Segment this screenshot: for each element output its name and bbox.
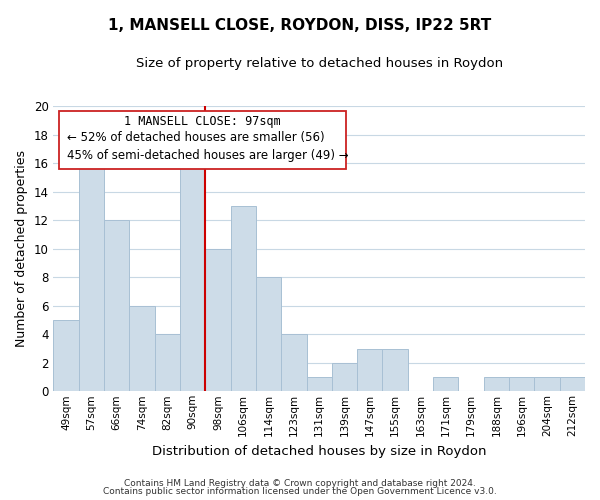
Bar <box>281 334 307 392</box>
Text: ← 52% of detached houses are smaller (56): ← 52% of detached houses are smaller (56… <box>67 130 325 143</box>
Bar <box>180 149 205 392</box>
Text: 1, MANSELL CLOSE, ROYDON, DISS, IP22 5RT: 1, MANSELL CLOSE, ROYDON, DISS, IP22 5RT <box>109 18 491 32</box>
Title: Size of property relative to detached houses in Roydon: Size of property relative to detached ho… <box>136 58 503 70</box>
Bar <box>205 249 230 392</box>
Y-axis label: Number of detached properties: Number of detached properties <box>15 150 28 348</box>
Bar <box>433 377 458 392</box>
Bar <box>484 377 509 392</box>
Bar <box>79 149 104 392</box>
Bar <box>560 377 585 392</box>
FancyBboxPatch shape <box>59 110 346 169</box>
Bar <box>307 377 332 392</box>
Bar <box>332 363 357 392</box>
Bar <box>357 348 382 392</box>
Text: Contains public sector information licensed under the Open Government Licence v3: Contains public sector information licen… <box>103 487 497 496</box>
Bar <box>256 278 281 392</box>
Bar <box>230 206 256 392</box>
Text: 45% of semi-detached houses are larger (49) →: 45% of semi-detached houses are larger (… <box>67 149 349 162</box>
Bar <box>382 348 408 392</box>
Bar <box>535 377 560 392</box>
Bar <box>130 306 155 392</box>
Text: Contains HM Land Registry data © Crown copyright and database right 2024.: Contains HM Land Registry data © Crown c… <box>124 478 476 488</box>
Bar <box>104 220 130 392</box>
Bar <box>155 334 180 392</box>
Text: 1 MANSELL CLOSE: 97sqm: 1 MANSELL CLOSE: 97sqm <box>124 115 281 128</box>
Bar <box>509 377 535 392</box>
Bar <box>53 320 79 392</box>
X-axis label: Distribution of detached houses by size in Roydon: Distribution of detached houses by size … <box>152 444 487 458</box>
